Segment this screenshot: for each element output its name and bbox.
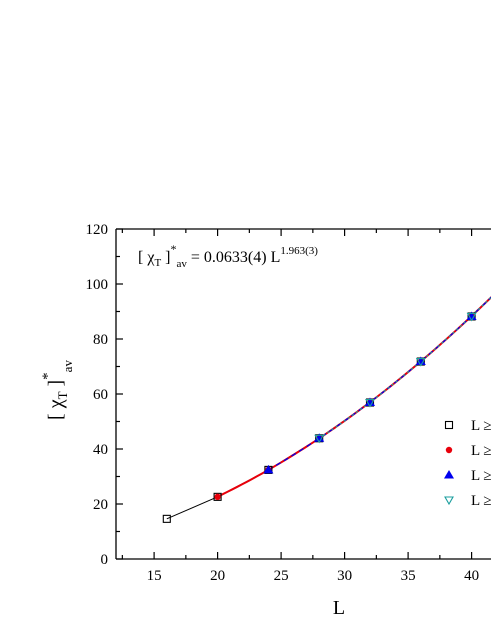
fit-curve-blue	[268, 296, 491, 471]
data-point-filled-triangle	[314, 433, 325, 442]
y-tick-label: 80	[93, 332, 108, 348]
series-line-black	[166, 316, 472, 520]
fit-curve-red	[217, 296, 491, 498]
data-point-open-down-triangle	[365, 398, 375, 408]
y-tick-label: 60	[93, 387, 108, 403]
legend: L ≥ L ≥ L ≥ L ≥	[444, 418, 491, 509]
y-tick-label: 40	[93, 442, 108, 458]
plot-area	[166, 296, 491, 520]
data-marks	[162, 311, 477, 523]
legend-marker-filled-circle	[445, 446, 453, 454]
fit-curve-teal	[318, 296, 491, 439]
axes: 15 20 25 30 35 40 0 20 40 60 80 100 120	[86, 222, 491, 584]
legend-label: L ≥	[471, 418, 491, 434]
y-tick-label: 0	[101, 552, 109, 568]
data-point-open-down-triangle	[314, 434, 325, 444]
fit-equation: [ χT ]*av = 0.0633(4) L1.963(3)	[138, 242, 318, 270]
data-point-filled-triangle	[415, 356, 426, 366]
y-axis-title: [ χT ]*av	[40, 360, 75, 420]
legend-label: L ≥	[471, 493, 491, 509]
y-tick-label: 100	[86, 277, 109, 293]
legend-marker-open-square	[444, 420, 454, 430]
data-point-open-square	[213, 492, 222, 501]
y-tick-label: 20	[93, 497, 108, 513]
x-axis-title: L	[333, 597, 345, 619]
x-tick-label: 20	[210, 568, 225, 584]
data-point-open-square	[162, 514, 171, 523]
data-point-open-down-triangle	[466, 312, 477, 322]
data-point-filled-triangle	[466, 311, 477, 320]
legend-label: L ≥	[471, 443, 491, 459]
legend-marker-filled-triangle	[444, 470, 454, 479]
data-point-filled-triangle	[263, 464, 274, 474]
x-tick-label: 30	[337, 568, 352, 584]
x-tick-label: 15	[147, 568, 162, 584]
data-point-filled-triangle	[365, 397, 375, 407]
legend-label: L ≥	[471, 468, 491, 484]
y-tick-label: 120	[86, 222, 109, 238]
x-tick-label: 40	[464, 568, 479, 584]
legend-marker-open-down-triangle	[444, 496, 454, 506]
data-point-filled-circle	[214, 493, 221, 501]
x-tick-label: 35	[401, 568, 416, 584]
x-tick-label: 25	[274, 568, 289, 584]
data-point-open-down-triangle	[415, 358, 426, 367]
